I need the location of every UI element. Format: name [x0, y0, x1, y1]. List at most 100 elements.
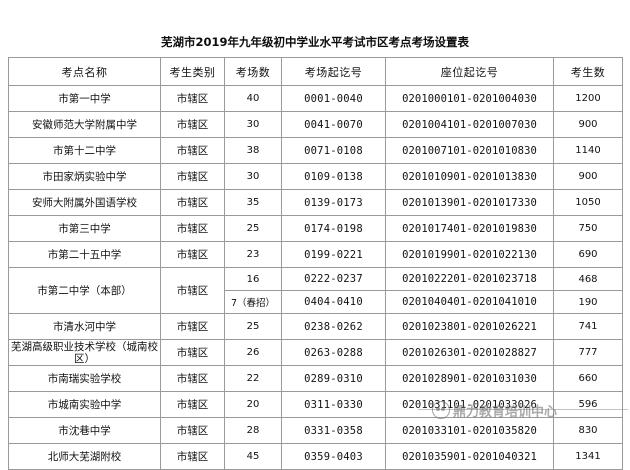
cell-room-count: 25	[224, 313, 282, 340]
cell-venue-name: 市城南实验中学	[8, 391, 161, 418]
table-row: 市第一中学 市辖区 40 0001-0040 0201000101-0201004030…	[8, 85, 623, 112]
cell-seat-range: 0201040401-0201041010	[385, 290, 554, 314]
cell-room-range: 0359-0403	[281, 443, 386, 470]
cell-candidate-category: 市辖区	[160, 163, 225, 190]
cell-room-count: 7（春招）	[224, 290, 282, 314]
cell-candidate-category: 市辖区	[160, 85, 225, 112]
cell-room-range: 0263-0288	[281, 339, 386, 366]
cell-venue-name: 市第二中学（本部）	[8, 267, 161, 314]
cell-venue-name: 市第一中学	[8, 85, 161, 112]
cell-room-count: 23	[224, 241, 282, 268]
watermark-line	[418, 409, 628, 410]
cell-seat-range: 0201019901-0201022130	[385, 241, 554, 268]
cell-seat-range: 0201010901-0201013830	[385, 163, 554, 190]
table-header-row: 考点名称 考生类别 考场数 考场起讫号 座位起讫号 考生数	[8, 57, 623, 86]
cell-seat-range: 0201000101-0201004030	[385, 85, 554, 112]
cell-room-range: 0222-0237	[281, 267, 386, 291]
cell-candidate-count: 468	[553, 267, 623, 291]
cell-room-range: 0331-0358	[281, 417, 386, 444]
cell-candidate-count: 1050	[553, 189, 623, 216]
cell-room-count: 20	[224, 391, 282, 418]
table-row-merged-first: 市第二中学（本部） 市辖区 16 0222-0237 0201022201-020102…	[8, 267, 623, 314]
cell-venue-name: 市第二十五中学	[8, 241, 161, 268]
table-row: 北师大芜湖附校 市辖区 45 0359-0403 0201035901-02010403…	[8, 443, 623, 470]
column-header: 考场数	[224, 57, 282, 86]
cell-seat-range: 0201004101-0201007030	[385, 111, 554, 138]
cell-room-count: 26	[224, 339, 282, 366]
table-row: 市南瑞实验学校 市辖区 22 0289-0310 0201028901-02010310…	[8, 365, 623, 392]
cell-venue-name: 北师大芜湖附校	[8, 443, 161, 470]
cell-room-range: 0071-0108	[281, 137, 386, 164]
cell-room-range: 0199-0221	[281, 241, 386, 268]
cell-room-count: 30	[224, 111, 282, 138]
cell-room-count: 45	[224, 443, 282, 470]
cell-room-count: 28	[224, 417, 282, 444]
cell-room-count: 38	[224, 137, 282, 164]
cell-candidate-count: 900	[553, 111, 623, 138]
cell-room-count: 16	[224, 267, 282, 291]
cell-seat-range: 0201013901-0201017330	[385, 189, 554, 216]
cell-room-range: 0174-0198	[281, 215, 386, 242]
cell-candidate-category: 市辖区	[160, 137, 225, 164]
cell-candidate-category: 市辖区	[160, 313, 225, 340]
table-row: 市第二十五中学 市辖区 23 0199-0221 0201019901-02010221…	[8, 241, 623, 268]
cell-candidate-count: 1200	[553, 85, 623, 112]
cell-venue-name: 市清水河中学	[8, 313, 161, 340]
cell-candidate-category: 市辖区	[160, 339, 225, 366]
cell-candidate-count: 830	[553, 417, 623, 444]
exam-venue-table: 考点名称 考生类别 考场数 考场起讫号 座位起讫号 考生数 市第一中学 市辖区 40 0001-0…	[8, 57, 623, 470]
cell-venue-name: 市田家炳实验中学	[8, 163, 161, 190]
cell-seat-range: 0201022201-0201023718	[385, 267, 554, 291]
cell-candidate-category: 市辖区	[160, 443, 225, 470]
cell-venue-name: 市第三中学	[8, 215, 161, 242]
column-header: 考生类别	[160, 57, 225, 86]
cell-candidate-count: 900	[553, 163, 623, 190]
table-row: 芜湖高级职业技术学校（城南校区） 市辖区 26 0263-0288 0201026301…	[8, 339, 623, 366]
cell-room-range: 0109-0138	[281, 163, 386, 190]
table-row: 安师大附属外国语学校 市辖区 35 0139-0173 0201013901-02010…	[8, 189, 623, 216]
cell-candidate-category: 市辖区	[160, 417, 225, 444]
cell-candidate-category: 市辖区	[160, 111, 225, 138]
cell-room-range: 0404-0410	[281, 290, 386, 314]
cell-seat-range: 0201023801-0201026221	[385, 313, 554, 340]
cell-room-range: 0001-0040	[281, 85, 386, 112]
cell-room-range: 0238-0262	[281, 313, 386, 340]
cell-candidate-count: 690	[553, 241, 623, 268]
table-row-merged-second: 7（春招） 0404-0410 0201040401-0201041010 190	[9, 290, 623, 314]
cell-room-count: 40	[224, 85, 282, 112]
cell-room-range: 0041-0070	[281, 111, 386, 138]
cell-seat-range: 0201026301-0201028827	[385, 339, 554, 366]
cell-seat-range: 0201033101-0201035820	[385, 417, 554, 444]
cell-room-count: 25	[224, 215, 282, 242]
cell-candidate-count: 596	[553, 391, 623, 418]
page-title: 芜湖市2019年九年级初中学业水平考试市区考点考场设置表	[160, 35, 469, 49]
cell-venue-name: 安师大附属外国语学校	[8, 189, 161, 216]
table-row: 市第十二中学 市辖区 38 0071-0108 0201007101-020101083…	[8, 137, 623, 164]
cell-seat-range: 0201031101-0201033026	[385, 391, 554, 418]
table-row: 市第三中学 市辖区 25 0174-0198 0201017401-0201019830…	[8, 215, 623, 242]
cell-candidate-category: 市辖区	[160, 365, 225, 392]
exam-venue-table-wrapper: 考点名称 考生类别 考场数 考场起讫号 座位起讫号 考生数 市第一中学 市辖区 40 0001-0…	[8, 57, 623, 470]
column-header: 座位起讫号	[385, 57, 554, 86]
column-header: 考点名称	[8, 57, 161, 86]
cell-venue-name: 市第十二中学	[8, 137, 161, 164]
cell-venue-name: 安徽师范大学附属中学	[8, 111, 161, 138]
table-row: 市清水河中学 市辖区 25 0238-0262 0201023801-020102622…	[8, 313, 623, 340]
cell-candidate-count: 1140	[553, 137, 623, 164]
cell-room-range: 0289-0310	[281, 365, 386, 392]
cell-candidate-category: 市辖区	[160, 189, 225, 216]
cell-venue-name: 市沈巷中学	[8, 417, 161, 444]
table-row: 市城南实验中学 市辖区 20 0311-0330 0201031101-02010330…	[8, 391, 623, 418]
cell-candidate-count: 660	[553, 365, 623, 392]
document-page: 芜湖市2019年九年级初中学业水平考试市区考点考场设置表 考点名称 考生类别 考场数…	[8, 35, 628, 470]
cell-candidate-count: 190	[553, 290, 623, 314]
cell-seat-range: 0201035901-0201040321	[385, 443, 554, 470]
table-row: 市田家炳实验中学 市辖区 30 0109-0138 0201010901-0201013…	[8, 163, 623, 190]
cell-candidate-category: 市辖区	[160, 215, 225, 242]
cell-candidate-count: 777	[553, 339, 623, 366]
cell-seat-range: 0201007101-0201010830	[385, 137, 554, 164]
cell-room-count: 35	[224, 189, 282, 216]
cell-candidate-category: 市辖区	[160, 267, 225, 314]
cell-candidate-category: 市辖区	[160, 241, 225, 268]
cell-venue-name: 市南瑞实验学校	[8, 365, 161, 392]
